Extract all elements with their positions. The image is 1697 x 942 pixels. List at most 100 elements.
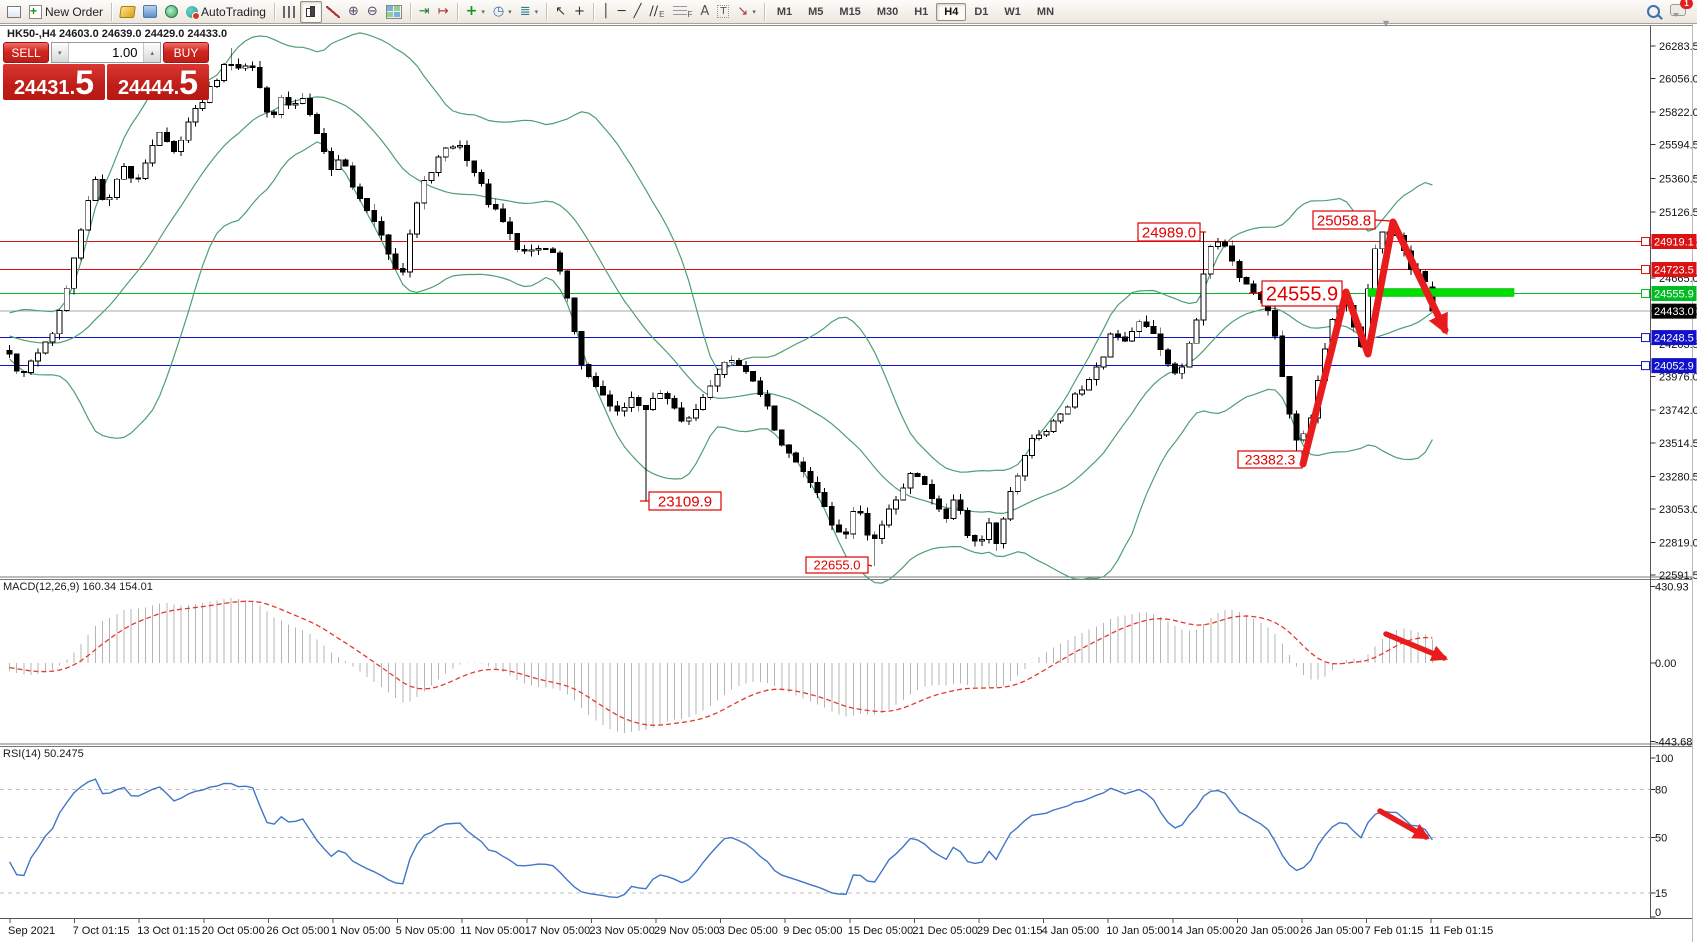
candle[interactable]	[878, 524, 885, 539]
candle[interactable]	[857, 511, 864, 514]
candle[interactable]	[278, 96, 285, 116]
candle[interactable]	[6, 350, 13, 355]
candle[interactable]	[171, 140, 177, 153]
candle[interactable]	[20, 370, 27, 374]
candle[interactable]	[657, 392, 664, 399]
candle[interactable]	[592, 376, 599, 387]
candle[interactable]	[449, 146, 456, 149]
candle[interactable]	[106, 197, 113, 201]
chart-shift-icon[interactable]: ↦	[434, 1, 453, 23]
price-callout-box[interactable]	[648, 491, 722, 511]
candle[interactable]	[1129, 331, 1136, 342]
candle[interactable]	[1064, 406, 1071, 415]
candle[interactable]	[1300, 433, 1307, 441]
candle[interactable]	[836, 524, 842, 533]
candle[interactable]	[800, 461, 807, 473]
candle[interactable]	[1236, 260, 1243, 279]
signals-icon[interactable]	[161, 1, 182, 23]
candle[interactable]	[156, 131, 163, 147]
candle[interactable]	[821, 491, 828, 507]
candle[interactable]	[42, 341, 49, 354]
candle[interactable]	[886, 508, 892, 526]
candle[interactable]	[714, 373, 721, 387]
timeframe-m30[interactable]: M30	[876, 5, 899, 18]
candle[interactable]	[35, 352, 42, 362]
candle[interactable]	[1379, 231, 1386, 250]
candle[interactable]	[342, 159, 349, 167]
candle[interactable]	[399, 267, 406, 273]
candle[interactable]	[1050, 420, 1057, 432]
candle[interactable]	[979, 538, 985, 542]
candle[interactable]	[793, 452, 799, 463]
candle[interactable]	[614, 405, 621, 412]
rsi-direction-arrow[interactable]	[1377, 808, 1430, 840]
candle[interactable]	[478, 171, 485, 185]
candle[interactable]	[1229, 245, 1236, 262]
bar-chart-icon[interactable]	[279, 1, 300, 23]
candle[interactable]	[993, 522, 1000, 545]
bollinger-upper-band[interactable]	[9, 32, 1433, 473]
candle[interactable]	[871, 534, 878, 539]
market-icon[interactable]	[139, 1, 161, 23]
candle[interactable]	[1093, 366, 1100, 381]
candle[interactable]	[907, 473, 914, 489]
candle[interactable]	[63, 287, 70, 312]
candle[interactable]	[385, 234, 392, 255]
autotrading-button[interactable]: AutoTrading	[182, 1, 270, 23]
candle[interactable]	[1293, 413, 1300, 441]
candle[interactable]	[585, 364, 592, 377]
candle[interactable]	[242, 65, 249, 69]
candle[interactable]	[728, 360, 735, 363]
candle[interactable]	[864, 512, 871, 536]
candle[interactable]	[771, 405, 778, 431]
candle[interactable]	[564, 270, 571, 299]
candle[interactable]	[635, 397, 642, 407]
volume-decrease-button[interactable]: ▾	[52, 43, 69, 62]
sell-button[interactable]: SELL	[3, 42, 49, 63]
candle[interactable]	[1014, 475, 1021, 492]
candle[interactable]	[492, 204, 499, 210]
candle[interactable]	[149, 145, 156, 164]
candle[interactable]	[693, 409, 699, 419]
horizontal-line-icon[interactable]: ─	[614, 1, 630, 23]
candle[interactable]	[421, 180, 428, 204]
candle[interactable]	[785, 444, 792, 454]
metaeditor-icon[interactable]	[116, 1, 139, 23]
candle[interactable]	[13, 353, 20, 372]
candle[interactable]	[128, 165, 135, 179]
text-icon[interactable]: A	[696, 1, 713, 23]
new-order-button[interactable]: New Order	[25, 1, 107, 23]
candle[interactable]	[928, 484, 935, 500]
candle[interactable]	[178, 139, 185, 153]
candle[interactable]	[1057, 413, 1064, 422]
candlestick-chart-icon[interactable]	[299, 0, 322, 23]
candle[interactable]	[435, 156, 442, 173]
candle[interactable]	[1200, 273, 1207, 321]
level-marker[interactable]	[1641, 361, 1650, 371]
bollinger-lower-band[interactable]	[9, 141, 1433, 584]
candle[interactable]	[120, 165, 127, 180]
candle[interactable]	[1286, 375, 1293, 415]
candle[interactable]	[113, 178, 120, 198]
templates-icon[interactable]: ≣ ▾	[516, 1, 542, 23]
candle[interactable]	[328, 150, 335, 170]
vertical-line-icon[interactable]: │	[598, 1, 614, 23]
candle[interactable]	[828, 506, 835, 526]
candle[interactable]	[764, 394, 771, 407]
candle[interactable]	[1071, 393, 1078, 408]
candle[interactable]	[78, 229, 85, 259]
buy-price[interactable]: 24444. 5	[107, 64, 209, 100]
candle[interactable]	[542, 248, 549, 251]
candle[interactable]	[700, 397, 707, 410]
candle[interactable]	[92, 179, 99, 202]
candle[interactable]	[1172, 363, 1178, 374]
candle[interactable]	[628, 397, 635, 408]
candle[interactable]	[56, 310, 63, 335]
candle[interactable]	[578, 331, 585, 366]
candle[interactable]	[428, 172, 435, 181]
buy-button[interactable]: BUY	[163, 42, 209, 63]
candle[interactable]	[49, 333, 56, 343]
candle[interactable]	[306, 97, 313, 116]
macd-direction-arrow[interactable]	[1383, 631, 1449, 661]
